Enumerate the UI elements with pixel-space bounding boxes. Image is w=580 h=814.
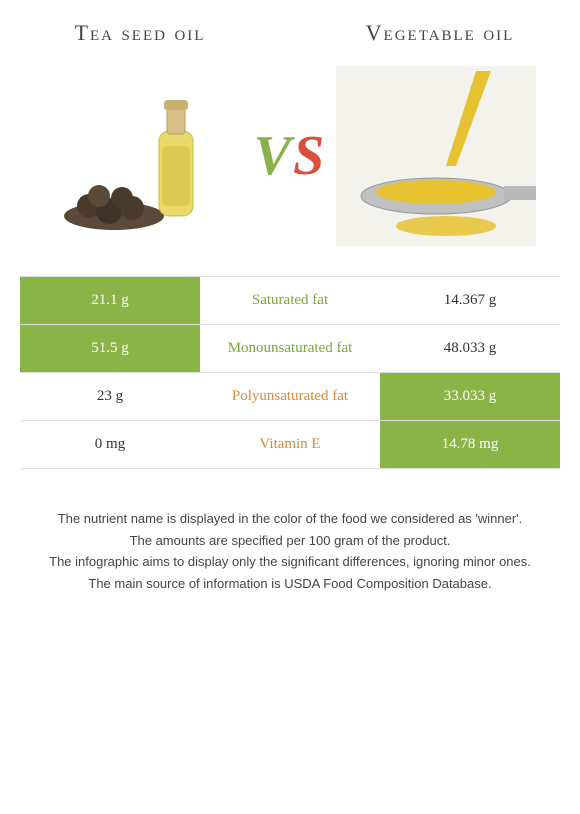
footer-notes: The nutrient name is displayed in the co…: [30, 509, 550, 593]
left-value: 51.5 g: [20, 325, 200, 372]
footer-line: The infographic aims to display only the…: [30, 552, 550, 572]
comparison-table: 21.1 g Saturated fat 14.367 g 51.5 g Mon…: [20, 276, 560, 469]
right-food-title: Vegetable oil: [330, 20, 550, 46]
right-food-image: [336, 66, 536, 246]
left-food-title: Tea seed oil: [30, 20, 250, 46]
left-value: 0 mg: [20, 421, 200, 468]
table-row: 21.1 g Saturated fat 14.367 g: [20, 277, 560, 325]
image-row: VS: [0, 56, 580, 276]
vegetable-oil-icon: [336, 66, 536, 246]
right-value: 33.033 g: [380, 373, 560, 420]
table-row: 51.5 g Monounsaturated fat 48.033 g: [20, 325, 560, 373]
vs-letter-s: S: [293, 125, 326, 187]
nutrient-label: Saturated fat: [200, 277, 380, 324]
left-food-image: [44, 66, 244, 246]
right-value: 14.78 mg: [380, 421, 560, 468]
nutrient-label: Vitamin E: [200, 421, 380, 468]
right-value: 14.367 g: [380, 277, 560, 324]
right-value: 48.033 g: [380, 325, 560, 372]
vs-letter-v: V: [254, 125, 293, 187]
tea-seed-oil-icon: [54, 76, 234, 236]
footer-line: The amounts are specified per 100 gram o…: [30, 531, 550, 551]
footer-line: The main source of information is USDA F…: [30, 574, 550, 594]
table-row: 0 mg Vitamin E 14.78 mg: [20, 421, 560, 469]
left-value: 21.1 g: [20, 277, 200, 324]
nutrient-label: Monounsaturated fat: [200, 325, 380, 372]
nutrient-label: Polyunsaturated fat: [200, 373, 380, 420]
table-row: 23 g Polyunsaturated fat 33.033 g: [20, 373, 560, 421]
header-row: Tea seed oil Vegetable oil: [0, 0, 580, 56]
footer-line: The nutrient name is displayed in the co…: [30, 509, 550, 529]
vs-badge: VS: [254, 124, 327, 188]
left-value: 23 g: [20, 373, 200, 420]
